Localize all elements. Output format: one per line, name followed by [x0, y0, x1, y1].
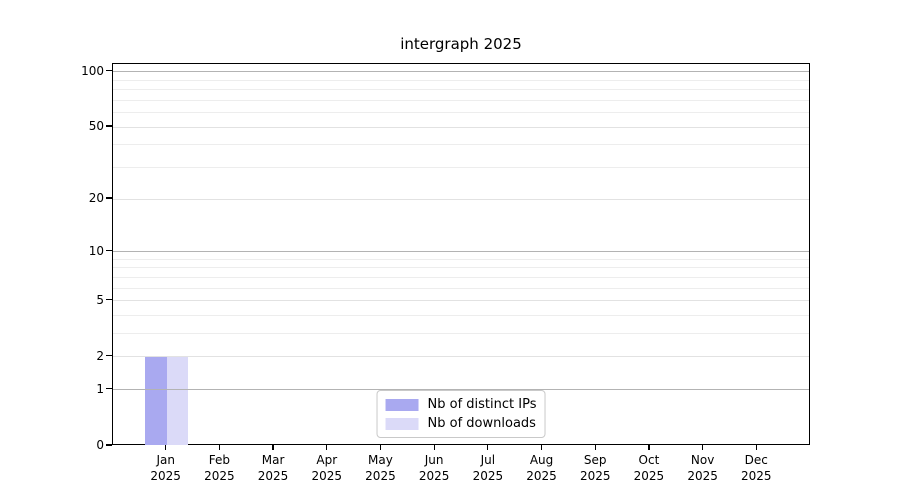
- gridline-y-70: [113, 99, 809, 101]
- gridline-y-6: [113, 287, 809, 289]
- x-tick-mark: [218, 445, 220, 450]
- x-tick-month: Dec: [744, 453, 768, 467]
- legend-entry: Nb of downloads: [385, 414, 537, 433]
- y-tick-label: 5: [96, 292, 104, 307]
- gridline-y-1: [113, 389, 809, 391]
- x-tick-mark: [648, 445, 650, 450]
- gridline-y-3: [113, 333, 809, 335]
- x-tick-month: Jul: [480, 453, 496, 467]
- x-tick-mark: [326, 445, 328, 450]
- x-tick-month: Mar: [261, 453, 285, 467]
- legend-swatch: [385, 398, 419, 411]
- x-tick-month: May: [368, 453, 393, 467]
- gridline-y-5: [113, 300, 809, 302]
- x-tick-mark: [755, 445, 757, 450]
- y-tick-label: 2: [96, 348, 104, 363]
- x-tick-month: Aug: [529, 453, 554, 467]
- x-tick-label: Aug 2025: [515, 452, 569, 484]
- x-tick-year: 2025: [633, 469, 665, 483]
- y-tick-label: 100: [81, 63, 104, 78]
- x-tick-month: Jan: [156, 453, 175, 467]
- gridline-y-30: [113, 166, 809, 168]
- x-tick-label: Jul 2025: [461, 452, 515, 484]
- gridline-y-90: [113, 79, 809, 81]
- y-tick-label: 1: [96, 381, 104, 396]
- x-tick-year: 2025: [579, 469, 611, 483]
- gridline-y-100: [113, 71, 809, 73]
- y-tick-mark: [106, 197, 112, 199]
- x-tick-month: Oct: [638, 453, 660, 467]
- y-tick-mark: [106, 388, 112, 390]
- y-tick-mark: [106, 444, 112, 446]
- x-tick-year: 2025: [526, 469, 557, 483]
- x-tick-label: Apr 2025: [300, 452, 354, 484]
- x-tick-label: Dec 2025: [729, 452, 783, 484]
- x-tick-label: May 2025: [353, 452, 407, 484]
- y-tick-mark: [106, 70, 112, 72]
- gridline-y-50: [113, 126, 809, 128]
- x-tick-label: Mar 2025: [246, 452, 300, 484]
- x-tick-year: 2025: [150, 469, 181, 483]
- y-tick-mark: [106, 125, 112, 127]
- x-tick-month: Nov: [690, 453, 715, 467]
- x-tick-mark: [594, 445, 596, 450]
- x-tick-month: Apr: [316, 453, 338, 467]
- x-tick-year: 2025: [418, 469, 450, 483]
- y-tick-label: 20: [88, 191, 104, 206]
- x-tick-mark: [702, 445, 704, 450]
- y-tick-mark: [106, 249, 112, 252]
- legend-label: Nb of distinct IPs: [427, 397, 537, 412]
- x-tick-year: 2025: [365, 469, 396, 483]
- x-tick-mark: [379, 445, 382, 450]
- y-tick-mark: [106, 299, 112, 301]
- y-tick-label: 50: [88, 119, 104, 134]
- legend-swatch: [385, 417, 419, 430]
- gridline-y-8: [113, 267, 809, 269]
- x-tick-mark: [540, 445, 543, 450]
- legend: Nb of distinct IPs Nb of downloads: [376, 390, 546, 438]
- gridline-y-80: [113, 89, 809, 91]
- x-tick-year: 2025: [687, 469, 718, 483]
- x-tick-mark: [487, 445, 489, 450]
- bar-nb-of-downloads-jan: [166, 356, 189, 445]
- chart-title: intergraph 2025: [400, 35, 522, 53]
- x-tick-mark: [272, 445, 274, 450]
- gridline-y-9: [113, 258, 809, 260]
- x-tick-year: 2025: [741, 469, 772, 483]
- x-tick-mark: [165, 445, 167, 450]
- gridline-y-4: [113, 314, 809, 316]
- x-tick-label: Nov 2025: [676, 452, 730, 484]
- x-tick-month: Sep: [583, 453, 607, 467]
- x-tick-year: 2025: [311, 469, 343, 483]
- y-tick-mark: [106, 355, 112, 357]
- x-tick-label: Oct 2025: [622, 452, 676, 484]
- gridline-y-40: [113, 144, 809, 146]
- x-tick-mark: [433, 445, 435, 450]
- x-tick-label: Jun 2025: [407, 452, 461, 484]
- y-tick-label: 0: [96, 438, 104, 452]
- plot-area: [112, 63, 810, 445]
- legend-label: Nb of downloads: [427, 416, 536, 431]
- gridline-y-2: [113, 356, 809, 358]
- x-tick-label: Jan 2025: [139, 452, 193, 484]
- bar-nb-of-distinct-ips-jan: [144, 356, 167, 445]
- x-tick-label: Feb 2025: [192, 452, 246, 484]
- x-tick-label: Sep 2025: [568, 452, 622, 484]
- y-tick-label: 10: [88, 243, 104, 258]
- gridline-y-20: [113, 198, 809, 200]
- gridline-y-7: [113, 276, 809, 278]
- gridline-y-60: [113, 112, 809, 114]
- gridline-y-10: [113, 251, 809, 252]
- x-tick-year: 2025: [257, 469, 289, 483]
- x-tick-month: Jun: [424, 453, 444, 467]
- x-tick-year: 2025: [472, 469, 504, 483]
- x-tick-month: Feb: [208, 453, 230, 467]
- legend-entry: Nb of distinct IPs: [385, 395, 537, 414]
- x-tick-year: 2025: [204, 469, 235, 483]
